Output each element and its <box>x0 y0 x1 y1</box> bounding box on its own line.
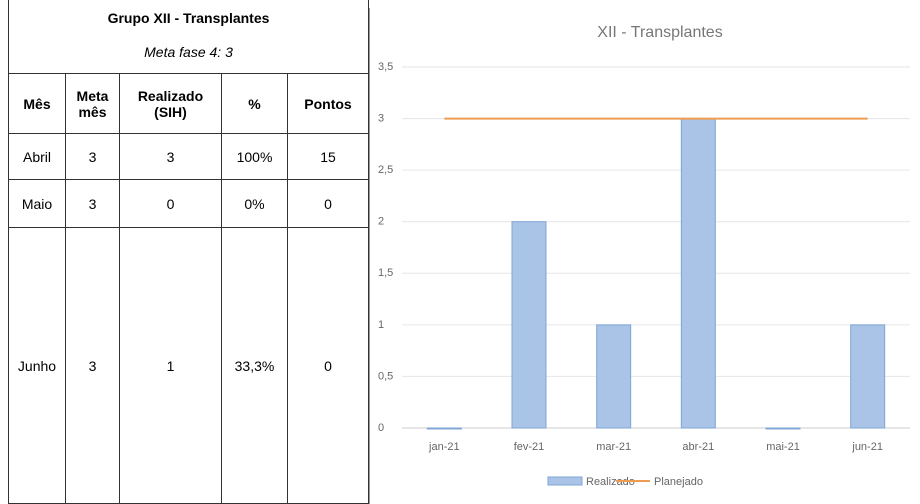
table-cell: 3 <box>66 180 120 228</box>
table-cell: 3 <box>120 134 222 180</box>
x-tick-label: mar-21 <box>596 441 631 453</box>
chart-title: XII - Transplantes <box>597 24 722 41</box>
legend-label: Realizado <box>586 476 635 488</box>
column-header: Mês <box>8 74 66 134</box>
bar <box>850 324 886 429</box>
y-tick-label: 3 <box>378 112 384 124</box>
x-tick-label: jun-21 <box>851 441 883 453</box>
y-tick-label: 2 <box>378 216 384 228</box>
table-cell: 100% <box>222 134 288 180</box>
legend-swatch <box>547 476 583 486</box>
y-tick-label: 3,5 <box>378 61 393 73</box>
x-tick-label: jan-21 <box>428 441 460 453</box>
column-header: % <box>222 74 288 134</box>
table-cell: 0% <box>222 180 288 228</box>
table-cell: 0 <box>120 180 222 228</box>
x-tick-label: fev-21 <box>514 441 545 453</box>
table-cell: 3 <box>66 134 120 180</box>
legend-label: Planejado <box>654 476 703 488</box>
y-tick-label: 0,5 <box>378 370 393 382</box>
table-cell: Maio <box>8 180 66 228</box>
bar <box>511 221 547 429</box>
y-tick-label: 1 <box>378 319 384 331</box>
bar <box>426 427 462 430</box>
bar <box>596 324 632 429</box>
y-tick-label: 2,5 <box>378 164 393 176</box>
column-header: Meta mês <box>66 74 120 134</box>
x-tick-label: abr-21 <box>682 441 714 453</box>
y-tick-label: 1,5 <box>378 267 393 279</box>
bar <box>680 118 716 429</box>
y-tick-label: 0 <box>378 422 384 434</box>
column-header: Realizado (SIH) <box>120 74 222 134</box>
x-tick-label: mai-21 <box>766 441 800 453</box>
bar <box>765 427 801 430</box>
table-cell: Abril <box>8 134 66 180</box>
